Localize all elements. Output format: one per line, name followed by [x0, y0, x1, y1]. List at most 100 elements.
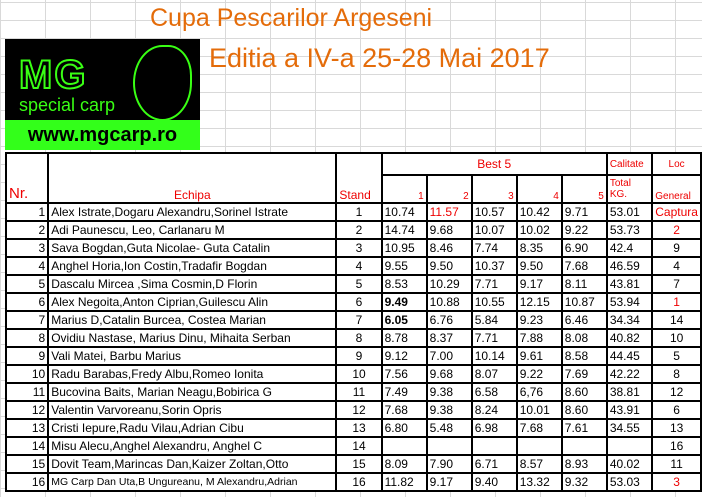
total-kg: 43.81	[605, 274, 654, 294]
catch-1: 7.56	[380, 364, 428, 384]
row-number: 12	[4, 400, 50, 420]
team-name: Valentin Varvoreanu,Sorin Opris	[47, 400, 338, 420]
row-number: 4	[4, 256, 50, 276]
catch-3: 7.71	[470, 328, 518, 348]
catch-4: 9.50	[515, 256, 563, 276]
catch-5: 6.90	[560, 238, 608, 258]
row-number: 5	[4, 274, 50, 294]
catch-5	[560, 436, 608, 456]
general-place: 8	[651, 364, 702, 384]
catch-4: 12.15	[515, 292, 563, 312]
row-number: 14	[4, 436, 50, 456]
catch-1: 6.80	[380, 418, 428, 438]
catch-2: 9.38	[425, 400, 473, 420]
catch-4: 9.61	[515, 346, 563, 366]
team-name: Sava Bogdan,Guta Nicolae- Guta Catalin	[47, 238, 338, 258]
table-row: 3 Sava Bogdan,Guta Nicolae- Guta Catalin 3…	[4, 238, 702, 258]
general-place: 6	[651, 400, 702, 420]
row-number: 6	[4, 292, 50, 312]
catch-2: 9.68	[425, 364, 473, 384]
general-place: 10	[651, 328, 702, 348]
team-name: Radu Barabas,Fredy Albu,Romeo Ionita	[47, 364, 338, 384]
catch-4: 7.88	[515, 328, 563, 348]
catch-1: 8.53	[380, 274, 428, 294]
mg-carp-logo: MG special carp www.mgcarp.ro	[5, 39, 200, 150]
catch-2: 9.68	[425, 220, 473, 240]
catch-3: 7.71	[470, 274, 518, 294]
stand-number: 4	[335, 256, 383, 276]
catch-4: 9.22	[515, 364, 563, 384]
catch-2: 7.90	[425, 454, 473, 474]
catch-3: 6.58	[470, 382, 518, 402]
catch-4: 10.42	[515, 202, 563, 222]
catch-5: 6.46	[560, 310, 608, 330]
total-kg: 44.45	[605, 346, 654, 366]
stand-number: 2	[335, 220, 383, 240]
catch-4: 7.68	[515, 418, 563, 438]
catch-1: 7.49	[380, 382, 428, 402]
catch-1: 14.74	[380, 220, 428, 240]
catch-3: 10.57	[470, 202, 518, 222]
total-kg: 46.59	[605, 256, 654, 276]
header-col-1: 1	[380, 174, 428, 204]
catch-5: 8.58	[560, 346, 608, 366]
catch-2: 6.76	[425, 310, 473, 330]
catch-4: 10.02	[515, 220, 563, 240]
catch-5: 7.68	[560, 256, 608, 276]
catch-3: 7.74	[470, 238, 518, 258]
general-place: 12	[651, 382, 702, 402]
row-number: 3	[4, 238, 50, 258]
header-total: Total KG.	[605, 174, 654, 204]
stand-number: 3	[335, 238, 383, 258]
total-kg: 53.73	[605, 220, 654, 240]
catch-5: 7.61	[560, 418, 608, 438]
team-name: Alex Istrate,Dogaru Alexandru,Sorinel Is…	[47, 202, 338, 222]
catch-5: 8.11	[560, 274, 608, 294]
catch-2: 8.46	[425, 238, 473, 258]
catch-5: 8.60	[560, 382, 608, 402]
catch-4: 9.17	[515, 274, 563, 294]
catch-4	[515, 436, 563, 456]
team-name: Marius D,Catalin Burcea, Costea Marian	[47, 310, 338, 330]
row-number: 1	[4, 202, 50, 222]
logo-brand: MG	[18, 52, 88, 98]
header-col-2: 2	[425, 174, 473, 204]
total-kg: 40.82	[605, 328, 654, 348]
header-col-3: 3	[470, 174, 518, 204]
catch-4: 13.32	[515, 472, 563, 492]
catch-4: 9.23	[515, 310, 563, 330]
table-row: 10 Radu Barabas,Fredy Albu,Romeo Ionita 10…	[4, 364, 702, 384]
total-kg	[605, 436, 654, 456]
header-best5: Best 5	[380, 152, 608, 176]
general-place: 1	[651, 292, 702, 312]
catch-1: 8.09	[380, 454, 428, 474]
row-number: 15	[4, 454, 50, 474]
catch-3: 5.84	[470, 310, 518, 330]
stand-number: 1	[335, 202, 383, 222]
catch-2: 9.38	[425, 382, 473, 402]
general-place: 16	[651, 436, 702, 456]
stand-number: 10	[335, 364, 383, 384]
header-calitate: Calitate	[605, 152, 654, 176]
catch-1	[380, 436, 428, 456]
catch-2: 10.88	[425, 292, 473, 312]
catch-3: 6.98	[470, 418, 518, 438]
stand-number: 16	[335, 472, 383, 492]
row-number: 9	[4, 346, 50, 366]
general-place: Captura	[651, 202, 702, 222]
catch-1: 9.55	[380, 256, 428, 276]
catch-4: 8.57	[515, 454, 563, 474]
catch-5: 9.22	[560, 220, 608, 240]
catch-3: 10.07	[470, 220, 518, 240]
catch-1: 9.49	[380, 292, 428, 312]
catch-3: 6.71	[470, 454, 518, 474]
catch-1: 8.78	[380, 328, 428, 348]
team-name: Alex Negoita,Anton Ciprian,Guilescu Alin	[47, 292, 338, 312]
stand-number: 12	[335, 400, 383, 420]
table-row: 7 Marius D,Catalin Burcea, Costea Marian 7…	[4, 310, 702, 330]
header-col-4: 4	[515, 174, 563, 204]
table-row: 11 Bucovina Baits, Marian Neagu,Bobirica …	[4, 382, 702, 402]
stand-number: 13	[335, 418, 383, 438]
general-place: 13	[651, 418, 702, 438]
